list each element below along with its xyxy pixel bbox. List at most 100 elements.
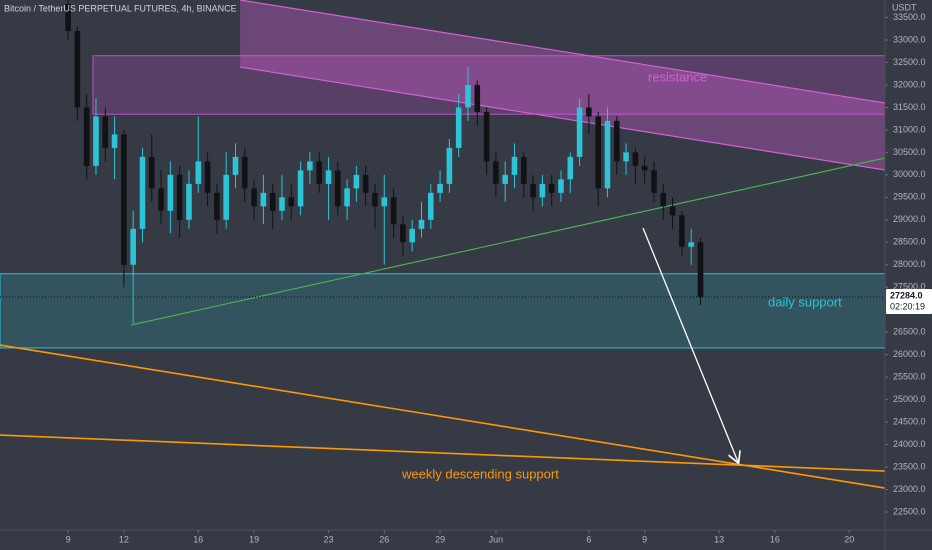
candle-body (539, 183, 546, 198)
candle-body (623, 152, 629, 162)
x-tick-label: 13 (714, 534, 724, 544)
y-tick-label: 23500.0 (893, 461, 926, 471)
candle-body (381, 197, 388, 207)
candle-body (130, 228, 136, 265)
y-tick-label: 29500.0 (893, 192, 926, 202)
candle-body (595, 116, 601, 189)
y-tick-label: 25000.0 (893, 394, 926, 404)
candle-body (325, 170, 332, 184)
candle-body (390, 197, 397, 225)
candle-body (604, 120, 611, 189)
x-tick-label: 23 (323, 534, 333, 544)
candle-body (65, 4, 71, 32)
candle-body (111, 134, 118, 148)
candle-body (493, 161, 499, 184)
weekly-support-line (0, 434, 885, 472)
y-tick-label: 22500.0 (893, 506, 926, 516)
x-tick-label: 26 (379, 534, 389, 544)
candle-body (651, 170, 657, 193)
candle-body (74, 31, 81, 108)
y-tick-label: 33500.0 (893, 12, 926, 22)
resistance-zone (92, 55, 885, 115)
candle-body (372, 192, 378, 207)
y-tick-label: 32500.0 (893, 57, 926, 67)
candle-body (288, 197, 295, 207)
y-tick-label: 26500.0 (893, 327, 926, 337)
candle-body (530, 183, 536, 198)
trend-line (131, 157, 885, 326)
channel-fill (240, 0, 885, 171)
candle-body (520, 156, 527, 184)
candle-body (688, 242, 694, 247)
candle-body (186, 183, 192, 220)
candle-body (641, 165, 648, 171)
candle-body (204, 161, 211, 193)
candle-body (679, 215, 685, 247)
candle-body (576, 107, 583, 157)
candle-body (93, 116, 99, 166)
candle-body (223, 174, 229, 220)
plot-area (0, 0, 885, 489)
candle-body (251, 188, 257, 207)
candle-body (334, 170, 341, 207)
candle-body (83, 107, 90, 166)
x-tick-label: 29 (435, 534, 445, 544)
candle-body (307, 161, 313, 171)
candle-body (669, 206, 676, 216)
annotation: resistance (648, 69, 707, 84)
price-label: 27284.0 (890, 290, 923, 300)
candle-body (195, 161, 202, 184)
candle-body (176, 174, 183, 220)
y-tick-label: 29000.0 (893, 214, 926, 224)
candle-body (121, 134, 127, 265)
y-tick-label: 30000.0 (893, 169, 926, 179)
candle-body (613, 120, 620, 162)
candle-body (632, 152, 639, 166)
candle-body (316, 161, 322, 184)
arrow (642, 227, 738, 462)
candle-body (158, 188, 164, 211)
candle-body (502, 174, 508, 184)
candle-body (465, 84, 471, 108)
y-tick-label: 30500.0 (893, 147, 926, 157)
y-tick-label: 23000.0 (893, 484, 926, 494)
x-tick-label: 9 (66, 534, 71, 544)
currency-label: USDT (892, 2, 917, 12)
candle-body (139, 156, 146, 229)
price-label-box (886, 288, 932, 314)
y-tick-label: 24500.0 (893, 416, 926, 426)
candle-body (148, 156, 155, 189)
candle-body (586, 107, 592, 117)
y-tick-label: 25500.0 (893, 372, 926, 382)
candle-body (697, 242, 704, 297)
support-zone (0, 273, 885, 349)
x-tick-label: 12 (119, 534, 129, 544)
candle-body (427, 192, 434, 220)
candle-body (269, 192, 276, 211)
candle-body (232, 156, 239, 175)
chart-title: Bitcoin / TetherUS PERPETUAL FUTURES, 4h… (4, 3, 237, 13)
x-tick-label: 20 (844, 534, 854, 544)
candle-body (279, 197, 285, 211)
y-tick-label: 33000.0 (893, 34, 926, 44)
candle-body (362, 174, 369, 193)
x-tick-label: 9 (642, 534, 647, 544)
countdown: 02:20:19 (890, 301, 925, 311)
y-tick-label: 31500.0 (893, 102, 926, 112)
y-tick-label: 32000.0 (893, 79, 926, 89)
candle-body (167, 174, 174, 211)
overlay: 22500.0 23000.0 23500.0 24000.0 24500.0 25000… (66, 12, 932, 544)
candle-body (400, 224, 406, 243)
y-tick-label: 28500.0 (893, 237, 926, 247)
channel-line (240, 66, 885, 171)
candle-body (548, 183, 555, 193)
y-tick-label: 27500.0 (893, 282, 926, 292)
candle-body (418, 219, 425, 229)
y-tick-label: 26000.0 (893, 349, 926, 359)
candle-body (446, 147, 453, 184)
y-tick-label: 31000.0 (893, 124, 926, 134)
annotation: daily support (768, 294, 842, 309)
candle-body (455, 107, 462, 148)
